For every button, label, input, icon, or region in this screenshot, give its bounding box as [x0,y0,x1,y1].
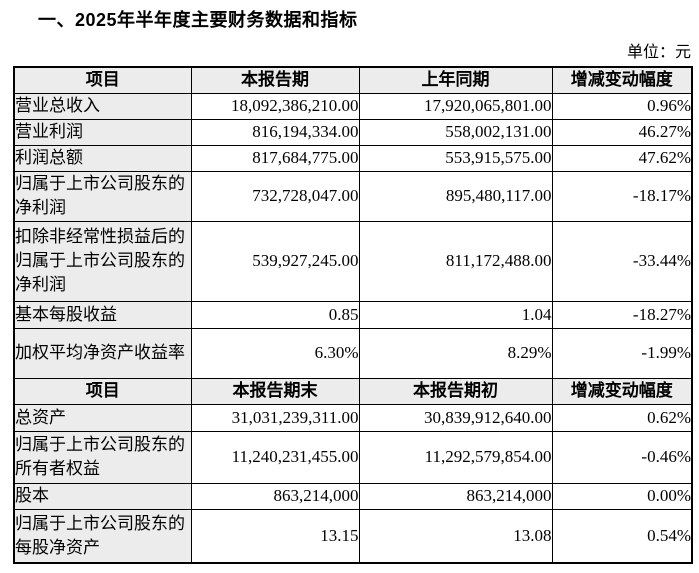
prior-value: 558,002,131.00 [358,118,553,146]
header-period-start: 本报告期初 [358,377,553,405]
header-item-2: 项目 [13,377,192,405]
header-change: 增减变动幅度 [551,66,693,94]
prior-value: 811,172,488.00 [358,220,553,302]
table-row: 利润总额 817,684,775.00 553,915,575.00 47.62… [13,144,693,172]
change-value: 46.27% [551,118,693,146]
current-value: 31,031,239,311.00 [190,403,360,432]
row-label: 股本 [13,482,192,510]
table-row: 股本 863,214,000 863,214,000 0.00% [13,482,693,510]
table-row: 归属于上市公司股东的每股净资产 13.15 13.08 0.54% [13,508,693,564]
unit-label: 单位：元 [626,44,691,61]
table-header-row-2: 项目 本报告期末 本报告期初 增减变动幅度 [13,377,693,405]
current-value: 0.85 [190,300,360,329]
table-row: 归属于上市公司股东的净利润 732,728,047.00 895,480,117… [13,170,693,222]
header-change-2: 增减变动幅度 [551,377,693,405]
prior-value: 11,292,579,854.00 [358,430,553,484]
current-value: 6.30% [190,327,360,379]
prior-value: 895,480,117.00 [358,170,553,222]
change-value: -1.99% [551,327,693,379]
table-row: 营业利润 816,194,334.00 558,002,131.00 46.27… [13,118,693,146]
table-row: 营业总收入 18,092,386,210.00 17,920,065,801.0… [13,92,693,120]
row-label: 总资产 [13,403,192,432]
current-value: 732,728,047.00 [190,170,360,222]
table-header-row-1: 项目 本报告期 上年同期 增减变动幅度 [13,66,693,94]
change-value: 0.00% [551,482,693,510]
change-value: 0.54% [551,508,693,564]
change-value: -33.44% [551,220,693,302]
prior-value: 8.29% [358,327,553,379]
table-row: 总资产 31,031,239,311.00 30,839,912,640.00 … [13,403,693,432]
table-row: 加权平均净资产收益率 6.30% 8.29% -1.99% [13,327,693,379]
prior-value: 863,214,000 [358,482,553,510]
financial-table: 项目 本报告期 上年同期 增减变动幅度 营业总收入 18,092,386,210… [13,66,693,564]
prior-value: 1.04 [358,300,553,329]
row-label: 归属于上市公司股东的净利润 [13,170,192,222]
prior-value: 553,915,575.00 [358,144,553,172]
row-label: 加权平均净资产收益率 [13,327,192,379]
current-value: 13.15 [190,508,360,564]
current-value: 11,240,231,455.00 [190,430,360,484]
header-item: 项目 [13,66,192,94]
prior-value: 13.08 [358,508,553,564]
current-value: 863,214,000 [190,482,360,510]
change-value: 0.62% [551,403,693,432]
change-value: -18.27% [551,300,693,329]
change-value: 47.62% [551,144,693,172]
row-label: 基本每股收益 [13,300,192,329]
current-value: 18,092,386,210.00 [190,92,360,120]
current-value: 816,194,334.00 [190,118,360,146]
row-label: 营业总收入 [13,92,192,120]
table-row: 归属于上市公司股东的所有者权益 11,240,231,455.00 11,292… [13,430,693,484]
row-label: 利润总额 [13,144,192,172]
row-label: 归属于上市公司股东的每股净资产 [13,508,192,564]
table-row: 基本每股收益 0.85 1.04 -18.27% [13,300,693,329]
change-value: -0.46% [551,430,693,484]
row-label: 营业利润 [13,118,192,146]
section-title: 一、2025年半年度主要财务数据和指标 [38,10,358,30]
header-current-period: 本报告期 [190,66,360,94]
row-label: 归属于上市公司股东的所有者权益 [13,430,192,484]
current-value: 817,684,775.00 [190,144,360,172]
prior-value: 30,839,912,640.00 [358,403,553,432]
row-label: 扣除非经常性损益后的归属于上市公司股东的净利润 [13,220,192,302]
table-row: 扣除非经常性损益后的归属于上市公司股东的净利润 539,927,245.00 8… [13,220,693,302]
current-value: 539,927,245.00 [190,220,360,302]
change-value: -18.17% [551,170,693,222]
header-period-end: 本报告期末 [190,377,360,405]
header-prior-period: 上年同期 [358,66,553,94]
change-value: 0.96% [551,92,693,120]
prior-value: 17,920,065,801.00 [358,92,553,120]
